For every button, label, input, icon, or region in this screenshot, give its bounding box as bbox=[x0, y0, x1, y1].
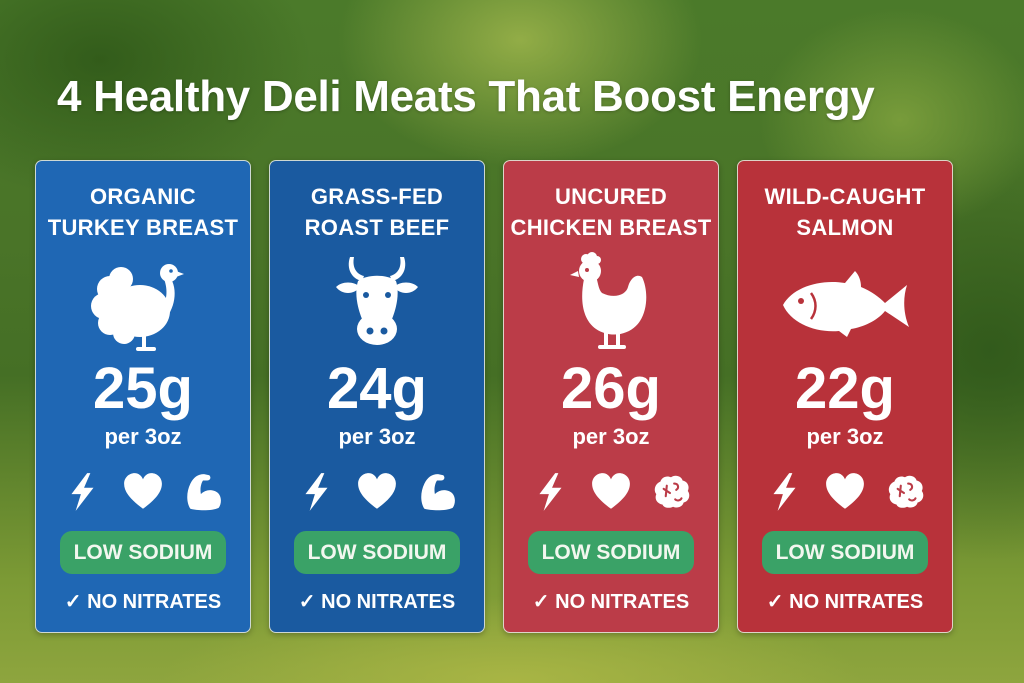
brain-icon bbox=[884, 471, 926, 513]
heart-icon bbox=[590, 471, 632, 513]
serving-size: per 3oz bbox=[806, 424, 884, 449]
no-nitrates-label: ✓ NO NITRATES bbox=[504, 589, 718, 615]
muscle-icon bbox=[182, 471, 224, 513]
card-title: WILD-CAUGHT SALMON bbox=[738, 181, 952, 243]
lightning-icon bbox=[62, 471, 104, 513]
protein-amount: 25g bbox=[93, 356, 193, 421]
heart-icon bbox=[122, 471, 164, 513]
protein-amount: 26g bbox=[561, 356, 661, 421]
card-title-line2: SALMON bbox=[796, 215, 894, 240]
protein-amount: 22g bbox=[795, 356, 895, 421]
check-icon: ✓ bbox=[298, 591, 316, 613]
heart-icon bbox=[356, 471, 398, 513]
serving-size: per 3oz bbox=[572, 424, 650, 449]
card-title-line1: WILD-CAUGHT bbox=[764, 184, 926, 209]
benefit-icons bbox=[270, 471, 484, 513]
chicken-icon bbox=[570, 252, 647, 349]
card-salmon: WILD-CAUGHT SALMON 22g per 3oz LOW SODIU… bbox=[737, 160, 953, 633]
no-nitrates-label: ✓ NO NITRATES bbox=[738, 589, 952, 615]
brain-icon bbox=[650, 471, 692, 513]
check-icon: ✓ bbox=[64, 591, 82, 613]
lightning-icon bbox=[296, 471, 338, 513]
card-title-line1: UNCURED bbox=[554, 184, 668, 209]
card-title-line2: TURKEY BREAST bbox=[47, 215, 239, 240]
fish-icon bbox=[783, 271, 909, 337]
no-nitrates-label: ✓ NO NITRATES bbox=[36, 589, 250, 615]
serving-size: per 3oz bbox=[104, 424, 182, 449]
cow-icon bbox=[336, 257, 418, 345]
no-nitrates-text: NO NITRATES bbox=[789, 591, 924, 613]
card-title-line2: ROAST BEEF bbox=[304, 215, 450, 240]
heart-icon bbox=[824, 471, 866, 513]
low-sodium-badge: LOW SODIUM bbox=[762, 531, 928, 574]
lightning-icon bbox=[530, 471, 572, 513]
protein-amount: 24g bbox=[327, 356, 427, 421]
card-title-line1: GRASS-FED bbox=[310, 184, 444, 209]
low-sodium-badge: LOW SODIUM bbox=[528, 531, 694, 574]
benefit-icons bbox=[504, 471, 718, 513]
check-icon: ✓ bbox=[532, 591, 550, 613]
benefit-icons bbox=[36, 471, 250, 513]
serving-size: per 3oz bbox=[338, 424, 416, 449]
card-chicken: UNCURED CHICKEN BREAST 26g per 3oz LOW S… bbox=[503, 160, 719, 633]
no-nitrates-text: NO NITRATES bbox=[555, 591, 690, 613]
turkey-icon bbox=[91, 264, 184, 351]
lightning-icon bbox=[764, 471, 806, 513]
card-beef: GRASS-FED ROAST BEEF 24g per 3oz LOW SOD… bbox=[269, 160, 485, 633]
card-title: UNCURED CHICKEN BREAST bbox=[504, 181, 718, 243]
muscle-icon bbox=[416, 471, 458, 513]
benefit-icons bbox=[738, 471, 952, 513]
no-nitrates-text: NO NITRATES bbox=[87, 591, 222, 613]
card-title: GRASS-FED ROAST BEEF bbox=[270, 181, 484, 243]
no-nitrates-text: NO NITRATES bbox=[321, 591, 456, 613]
card-title: ORGANIC TURKEY BREAST bbox=[36, 181, 250, 243]
low-sodium-badge: LOW SODIUM bbox=[60, 531, 226, 574]
card-turkey: ORGANIC TURKEY BREAST 25g per 3oz LOW SO… bbox=[35, 160, 251, 633]
page-title: 4 Healthy Deli Meats That Boost Energy bbox=[57, 72, 875, 121]
check-icon: ✓ bbox=[766, 591, 784, 613]
low-sodium-badge: LOW SODIUM bbox=[294, 531, 460, 574]
card-title-line1: ORGANIC bbox=[90, 184, 196, 209]
card-title-line2: CHICKEN BREAST bbox=[510, 215, 712, 240]
no-nitrates-label: ✓ NO NITRATES bbox=[270, 589, 484, 615]
